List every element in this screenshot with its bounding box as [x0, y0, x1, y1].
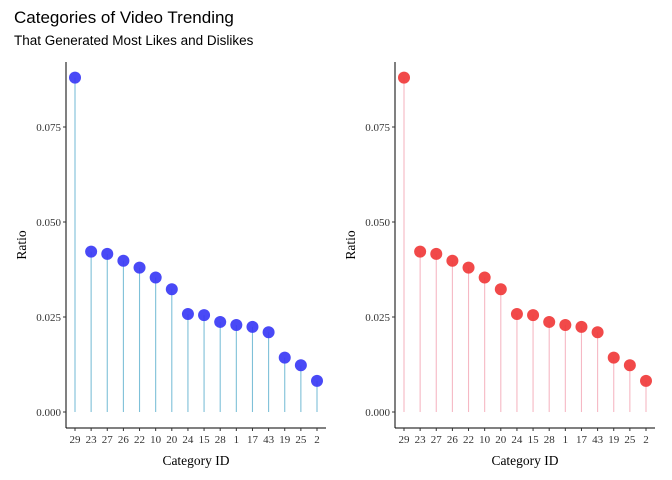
y-tick-label: 0.075 [36, 122, 61, 134]
x-tick-label: 25 [624, 434, 636, 446]
data-point [478, 271, 491, 284]
chart-title: Categories of Video Trending [14, 8, 234, 27]
y-axis-title: Ratio [14, 230, 29, 259]
x-tick-label: 43 [592, 434, 604, 446]
x-tick-label: 26 [447, 434, 459, 446]
data-point [69, 71, 81, 84]
data-point [278, 351, 291, 364]
x-tick-label: 2 [643, 434, 649, 446]
data-point [510, 307, 523, 320]
data-point [527, 309, 540, 322]
data-point [640, 374, 652, 387]
x-tick-label: 24 [182, 434, 194, 446]
x-tick-label: 43 [263, 434, 275, 446]
y-tick-label: 0.075 [365, 122, 390, 134]
data-point [311, 374, 323, 387]
x-tick-label: 22 [134, 434, 145, 446]
x-tick-label: 28 [215, 434, 227, 446]
x-tick-label: 15 [199, 434, 211, 446]
data-point [101, 247, 114, 260]
y-tick-label: 0.000 [36, 407, 61, 419]
x-tick-label: 27 [431, 434, 443, 446]
data-point [214, 315, 227, 328]
data-point [246, 320, 259, 333]
y-tick-label: 0.025 [36, 312, 61, 324]
likes-panel: 0.000 0.025 0.050 0.075 29 23 27 26 22 10 20 24 15 28… [14, 62, 326, 468]
data-point [165, 283, 178, 296]
data-point [398, 71, 410, 84]
data-point [543, 315, 556, 328]
x-axis-title: Category ID [162, 453, 229, 468]
x-tick-label: 27 [102, 434, 114, 446]
y-axis-title: Ratio [343, 230, 358, 259]
data-point [575, 320, 588, 333]
data-point [462, 261, 475, 274]
data-point [414, 245, 427, 258]
y-tick-label: 0.050 [36, 217, 61, 229]
data-point [559, 318, 572, 331]
data-point [430, 247, 443, 260]
x-tick-label: 19 [279, 434, 291, 446]
data-point [198, 309, 211, 322]
x-tick-label: 17 [247, 434, 259, 446]
data-point [117, 254, 130, 267]
x-tick-label: 22 [463, 434, 474, 446]
x-tick-label: 2 [314, 434, 320, 446]
data-point [591, 326, 604, 339]
x-tick-label: 26 [118, 434, 130, 446]
data-point [85, 245, 98, 258]
x-axis-title: Category ID [491, 453, 558, 468]
x-tick-label: 29 [70, 434, 82, 446]
x-tick-label: 23 [415, 434, 427, 446]
x-tick-label: 25 [295, 434, 307, 446]
x-tick-label: 10 [150, 434, 162, 446]
y-tick-label: 0.025 [365, 312, 390, 324]
data-point [607, 351, 620, 364]
x-tick-label: 23 [86, 434, 98, 446]
data-point [494, 283, 507, 296]
data-point [446, 254, 459, 267]
x-tick-label: 1 [234, 434, 240, 446]
x-tick-label: 1 [563, 434, 569, 446]
x-tick-label: 28 [544, 434, 556, 446]
y-tick-label: 0.000 [365, 407, 390, 419]
data-point [623, 359, 636, 372]
x-tick-label: 15 [528, 434, 540, 446]
data-point [181, 307, 194, 320]
x-tick-label: 17 [576, 434, 588, 446]
dislikes-panel: 0.000 0.025 0.050 0.075 29 23 27 26 22 10 20 24 15 28… [343, 62, 655, 468]
data-point [262, 326, 275, 339]
x-tick-label: 19 [608, 434, 620, 446]
x-tick-label: 29 [399, 434, 411, 446]
x-tick-label: 20 [166, 434, 178, 446]
x-tick-label: 24 [511, 434, 523, 446]
data-point [230, 318, 243, 331]
x-tick-label: 20 [495, 434, 507, 446]
chart-subtitle: That Generated Most Likes and Dislikes [14, 33, 254, 48]
data-point [149, 271, 162, 284]
data-point [133, 261, 146, 274]
x-tick-label: 10 [479, 434, 491, 446]
y-tick-label: 0.050 [365, 217, 390, 229]
data-point [294, 359, 307, 372]
